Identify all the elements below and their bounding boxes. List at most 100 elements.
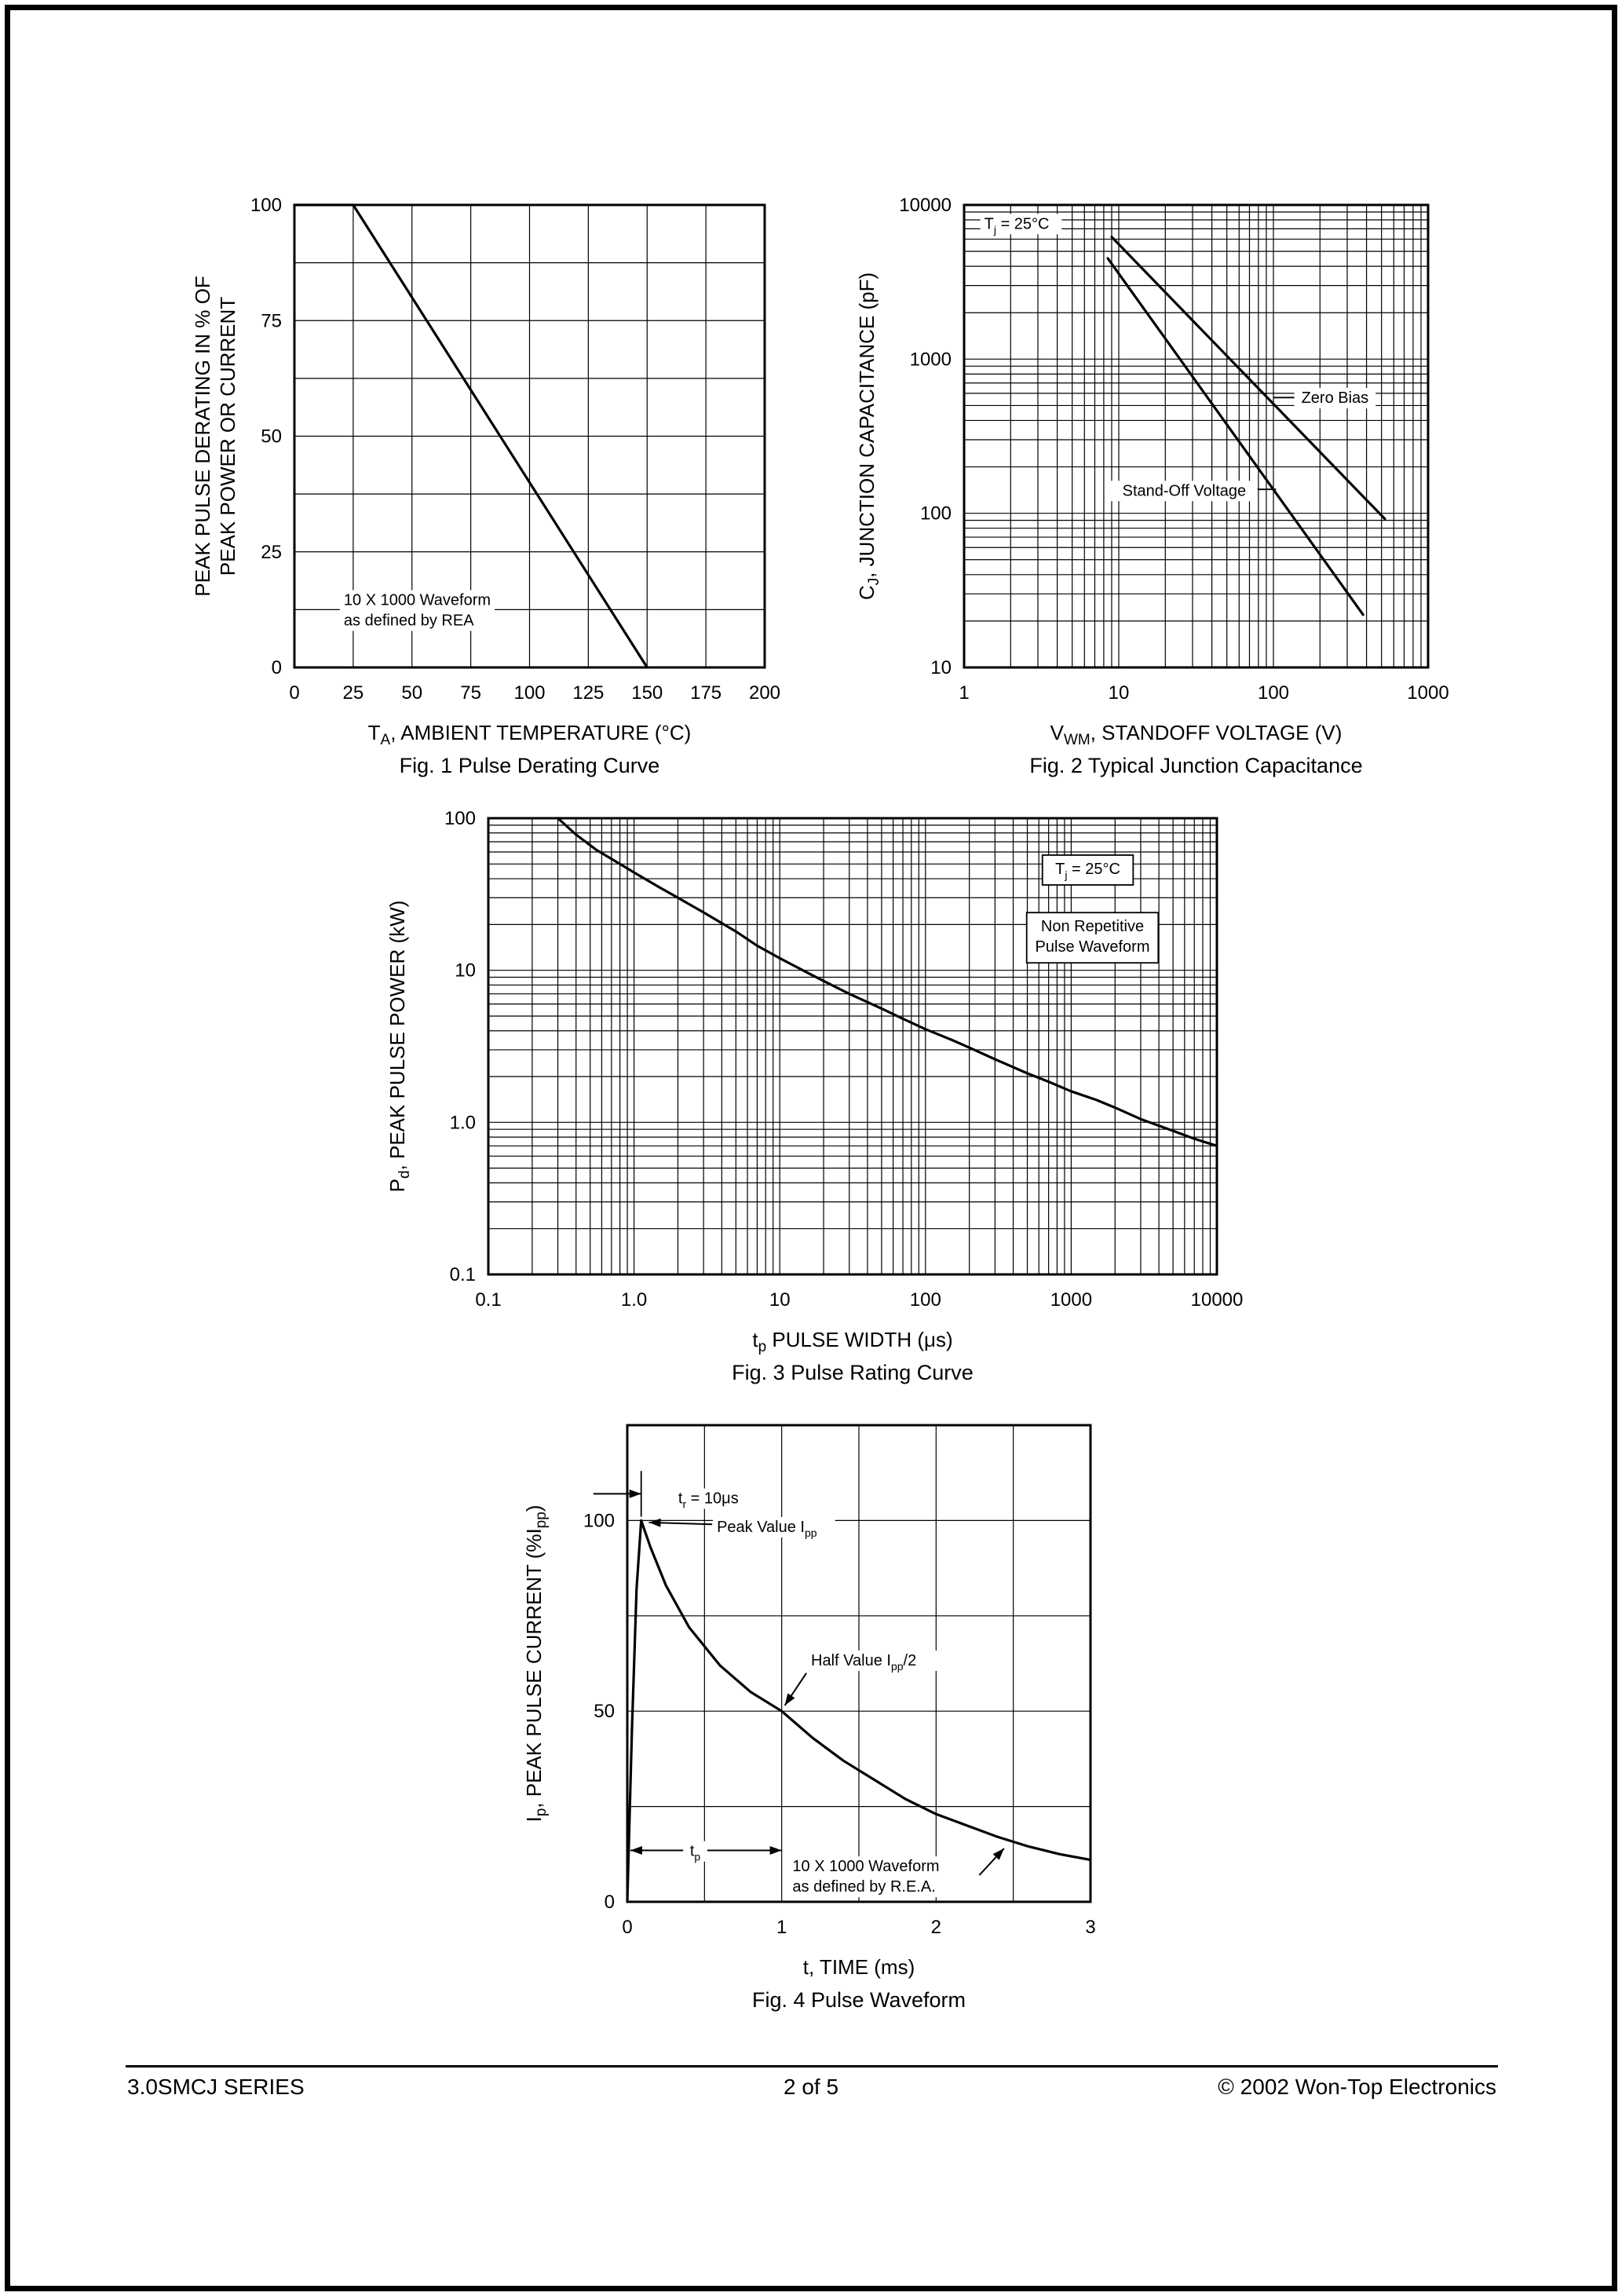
svg-text:175: 175 bbox=[690, 682, 721, 704]
svg-text:100: 100 bbox=[583, 1510, 615, 1531]
fig4-plot-border bbox=[626, 1424, 1092, 1903]
svg-text:125: 125 bbox=[572, 682, 604, 704]
fig3-x-axis: 0.1 1.0 10 100 1000 10000 tp PULSE WIDTH (μs) bbox=[475, 1289, 1243, 1355]
svg-text:100: 100 bbox=[910, 1289, 941, 1311]
svg-text:200: 200 bbox=[749, 682, 780, 704]
svg-text:100: 100 bbox=[920, 503, 952, 525]
svg-text:10000: 10000 bbox=[1191, 1289, 1244, 1311]
svg-text:10: 10 bbox=[769, 1289, 791, 1311]
svg-text:Half Value Ipp/2: Half Value Ipp/2 bbox=[811, 1652, 916, 1673]
svg-text:2: 2 bbox=[931, 1917, 941, 1938]
fig2-x-axis-label: VWM, STANDOFF VOLTAGE (V) bbox=[1050, 721, 1343, 748]
svg-text:50: 50 bbox=[261, 426, 282, 448]
svg-text:50: 50 bbox=[401, 682, 422, 704]
fig3-grid bbox=[488, 817, 1218, 1275]
svg-text:150: 150 bbox=[631, 682, 663, 704]
svg-text:100: 100 bbox=[250, 195, 282, 216]
svg-text:Ip, PEAK PULSE CURRENT (%Ipp): Ip, PEAK PULSE CURRENT (%Ipp) bbox=[522, 1504, 550, 1822]
fig1-pulse-derating-curve: 10 X 1000 Waveform as defined by REA 0 25 50… bbox=[191, 195, 780, 777]
svg-text:as defined by R.E.A.: as defined by R.E.A. bbox=[792, 1878, 935, 1896]
fig4-caption: Fig. 4 Pulse Waveform bbox=[752, 1988, 966, 2012]
svg-text:Pulse Waveform: Pulse Waveform bbox=[1036, 938, 1150, 956]
svg-text:Tj = 25°C: Tj = 25°C bbox=[985, 215, 1050, 236]
svg-text:CJ, JUNCTION CAPACITANCE (pF): CJ, JUNCTION CAPACITANCE (pF) bbox=[855, 272, 882, 600]
svg-text:tp: tp bbox=[690, 1843, 701, 1863]
fig1-y-axis-label: PEAK PULSE DERATING IN % OF PEAK POWER OR… bbox=[191, 276, 239, 596]
footer-copyright: © 2002 Won-Top Electronics bbox=[1218, 2075, 1496, 2099]
fig3-y-axis: 0.1 1.0 10 100 Pd, PEAK PULSE POWER (kW) bbox=[385, 808, 476, 1285]
svg-text:Non Repetitive: Non Repetitive bbox=[1041, 918, 1144, 935]
svg-text:75: 75 bbox=[261, 310, 282, 331]
fig4-x-axis: 0 1 2 3 t, TIME (ms) bbox=[622, 1917, 1095, 1979]
fig4-y-axis-label: Ip, PEAK PULSE CURRENT (%Ipp) bbox=[522, 1504, 550, 1822]
svg-text:75: 75 bbox=[460, 682, 481, 704]
fig2-plot-border bbox=[963, 203, 1430, 669]
svg-text:PEAK PULSE DERATING IN % OF: PEAK PULSE DERATING IN % OF bbox=[191, 276, 214, 596]
svg-text:25: 25 bbox=[261, 542, 282, 563]
footer-divider bbox=[126, 2065, 1498, 2067]
svg-text:Pd, PEAK PULSE POWER (kW): Pd, PEAK PULSE POWER (kW) bbox=[385, 901, 413, 1193]
fig3-caption: Fig. 3 Pulse Rating Curve bbox=[732, 1361, 974, 1384]
fig1-series-derating-line bbox=[293, 203, 648, 669]
svg-text:25: 25 bbox=[343, 682, 364, 704]
fig1-y-axis: 0 25 50 75 100 PEAK PULSE DERATING IN % OF PEA… bbox=[191, 195, 282, 678]
fig3-series-peak-pulse-power bbox=[557, 817, 1218, 1147]
footer-page-number: 2 of 5 bbox=[783, 2075, 839, 2099]
svg-text:100: 100 bbox=[444, 808, 476, 829]
fig3-y-axis-label: Pd, PEAK PULSE POWER (kW) bbox=[385, 901, 413, 1193]
fig2-y-axis-label: CJ, JUNCTION CAPACITANCE (pF) bbox=[855, 272, 882, 600]
svg-text:1000: 1000 bbox=[1407, 682, 1448, 704]
svg-text:tr = 10μs: tr = 10μs bbox=[678, 1490, 739, 1511]
fig2-y-axis: 10 100 1000 10000 CJ, JUNCTION CAPACITANCE (… bbox=[855, 195, 952, 678]
svg-text:as defined by REA: as defined by REA bbox=[344, 612, 474, 629]
fig3-x-axis-label: tp PULSE WIDTH (μs) bbox=[752, 1328, 952, 1355]
fig2-series-stand-off-voltage bbox=[1106, 257, 1364, 616]
fig1-annotations: 10 X 1000 Waveform as defined by REA bbox=[339, 590, 495, 631]
fig2-series-zero-bias bbox=[1110, 236, 1386, 521]
svg-text:Zero Bias: Zero Bias bbox=[1302, 389, 1369, 407]
fig3-annotations: Tj = 25°C Non Repetitive Pulse Waveform bbox=[1025, 854, 1160, 964]
svg-text:10: 10 bbox=[930, 657, 952, 678]
svg-text:50: 50 bbox=[594, 1701, 615, 1722]
fig1-plot-border bbox=[293, 203, 766, 669]
footer-series-name: 3.0SMCJ SERIES bbox=[127, 2075, 305, 2099]
fig2-x-axis: 1 10 100 1000 VWM, STANDOFF VOLTAGE (V) bbox=[959, 682, 1448, 748]
fig2-grid bbox=[963, 204, 1429, 668]
svg-text:10 X 1000 Waveform: 10 X 1000 Waveform bbox=[792, 1858, 939, 1875]
svg-text:1.0: 1.0 bbox=[621, 1289, 647, 1311]
svg-text:10000: 10000 bbox=[899, 195, 952, 216]
svg-text:10: 10 bbox=[455, 960, 476, 982]
svg-text:Tj = 25°C: Tj = 25°C bbox=[1055, 861, 1120, 881]
svg-text:100: 100 bbox=[1258, 682, 1289, 704]
svg-text:0: 0 bbox=[622, 1917, 632, 1938]
fig1-x-axis-label: TA, AMBIENT TEMPERATURE (°C) bbox=[368, 721, 692, 748]
fig1-caption: Fig. 1 Pulse Derating Curve bbox=[400, 754, 660, 777]
svg-text:PEAK POWER OR CURRENT: PEAK POWER OR CURRENT bbox=[216, 297, 239, 576]
fig4-y-axis: 0 50 100 Ip, PEAK PULSE CURRENT (%Ipp) bbox=[522, 1504, 615, 1913]
svg-text:0: 0 bbox=[605, 1892, 615, 1913]
svg-text:100: 100 bbox=[513, 682, 545, 704]
fig4-x-axis-label: t, TIME (ms) bbox=[803, 1955, 915, 1979]
fig3-plot-border bbox=[487, 817, 1218, 1276]
svg-text:0: 0 bbox=[289, 682, 299, 704]
svg-text:0: 0 bbox=[272, 657, 282, 678]
fig4-pulse-waveform: tr = 10μs Peak Value Ipp Half Value Ipp/2 t… bbox=[522, 1424, 1096, 2012]
svg-text:1: 1 bbox=[959, 682, 969, 704]
fig2-annotations: Tj = 25°C Zero Bias Stand-Off Voltage bbox=[980, 214, 1376, 502]
svg-text:Stand-Off Voltage: Stand-Off Voltage bbox=[1123, 482, 1247, 499]
svg-text:10: 10 bbox=[1109, 682, 1130, 704]
fig1-x-axis: 0 25 50 75 100 125 150 175 200 TA, AMBIENT TEMPER… bbox=[289, 682, 780, 748]
fig4-annotations: tr = 10μs Peak Value Ipp Half Value Ipp/2 t… bbox=[593, 1471, 1005, 1898]
svg-text:1: 1 bbox=[776, 1917, 787, 1938]
svg-text:3: 3 bbox=[1085, 1917, 1095, 1938]
svg-text:1000: 1000 bbox=[1050, 1289, 1092, 1311]
fig3-pulse-rating-curve: Tj = 25°C Non Repetitive Pulse Waveform 0.1… bbox=[385, 808, 1243, 1384]
fig4-series-pulse-current bbox=[626, 1519, 1092, 1903]
svg-text:1.0: 1.0 bbox=[450, 1112, 476, 1133]
svg-text:1000: 1000 bbox=[910, 349, 952, 370]
fig2-caption: Fig. 2 Typical Junction Capacitance bbox=[1029, 754, 1362, 777]
svg-text:Peak Value Ipp: Peak Value Ipp bbox=[717, 1519, 817, 1539]
